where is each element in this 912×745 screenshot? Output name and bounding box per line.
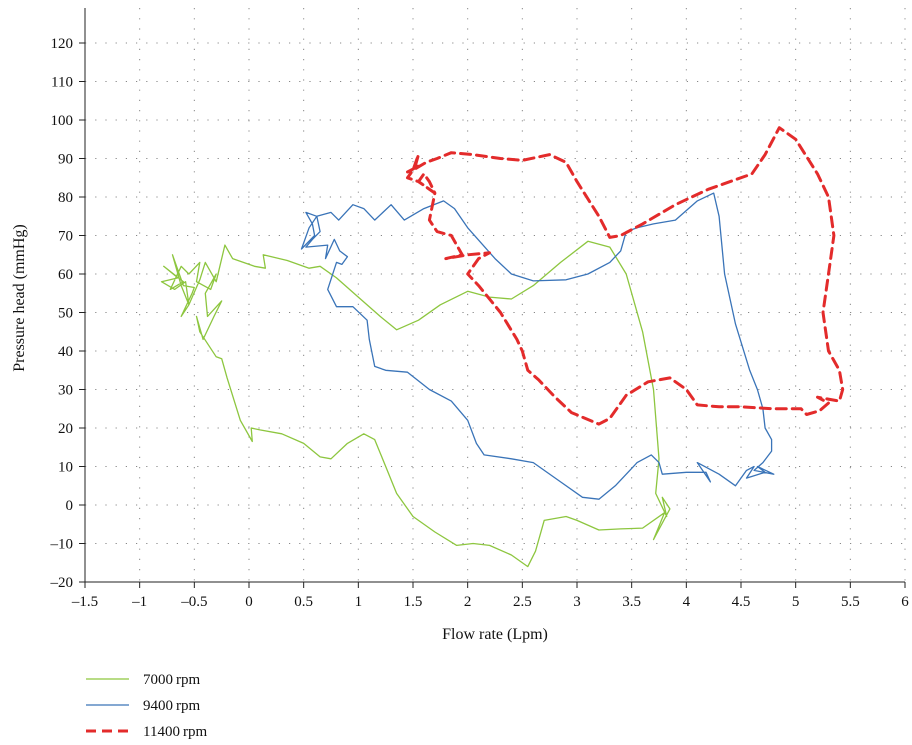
series-layer <box>160 126 845 568</box>
x-tick-label: –1 <box>131 594 147 610</box>
x-tick-label: 6 <box>901 594 909 610</box>
y-tick-label: 0 <box>66 498 74 514</box>
x-tick-label: 5 <box>792 594 800 610</box>
y-tick-label: 90 <box>58 152 73 168</box>
y-tick-label: 10 <box>58 460 73 476</box>
x-tick-label: 0 <box>245 594 253 610</box>
x-axis-title: Flow rate (Lpm) <box>442 626 548 643</box>
series-line-1 <box>160 240 671 568</box>
axes <box>84 8 905 584</box>
x-tick-label: 3.5 <box>622 594 641 610</box>
legend-label-1: 7000 rpm <box>143 672 200 688</box>
y-tick-label: 100 <box>51 113 74 129</box>
x-tick-label: 1 <box>355 594 363 610</box>
x-tick-label: 4 <box>683 594 691 610</box>
y-tick-label: 120 <box>51 36 74 52</box>
x-tick-label: 1.5 <box>404 594 423 610</box>
x-tick-label: 0.5 <box>294 594 313 610</box>
y-tick-label: 70 <box>58 229 73 245</box>
y-tick-label: 80 <box>58 190 73 206</box>
y-tick-label: 40 <box>58 344 73 360</box>
y-axis-ticks: –20 –10 0 10 20 30 40 50 60 70 80 90 100 110 120 <box>50 36 85 591</box>
x-axis-ticks: –1.5 –1 –0.5 0 0.5 1 1.5 2 2.5 3 3.5 4 4.5 5 5.5 6 <box>71 582 909 610</box>
series-line-2 <box>300 192 775 500</box>
legend-label-3: 11400 rpm <box>143 724 207 740</box>
y-tick-label: 50 <box>58 306 73 322</box>
y-axis-title: Pressure head (mmHg) <box>11 224 28 372</box>
x-tick-label: 4.5 <box>732 594 751 610</box>
x-tick-label: –1.5 <box>71 594 98 610</box>
legend: 7000 rpm 9400 rpm 11400 rpm <box>86 672 207 740</box>
x-tick-label: 3 <box>573 594 581 610</box>
y-tick-label: –10 <box>50 537 74 553</box>
x-tick-label: 5.5 <box>841 594 860 610</box>
y-tick-label: 20 <box>58 421 73 437</box>
y-tick-label: 60 <box>58 267 73 283</box>
series-line-3 <box>406 126 845 426</box>
x-tick-label: 2 <box>464 594 472 610</box>
y-tick-label: 110 <box>51 75 73 91</box>
y-tick-label: –20 <box>50 575 74 591</box>
legend-label-2: 9400 rpm <box>143 698 200 714</box>
x-tick-label: –0.5 <box>180 594 207 610</box>
y-tick-label: 30 <box>58 383 73 399</box>
x-tick-label: 2.5 <box>513 594 532 610</box>
grid-lines <box>85 8 906 582</box>
